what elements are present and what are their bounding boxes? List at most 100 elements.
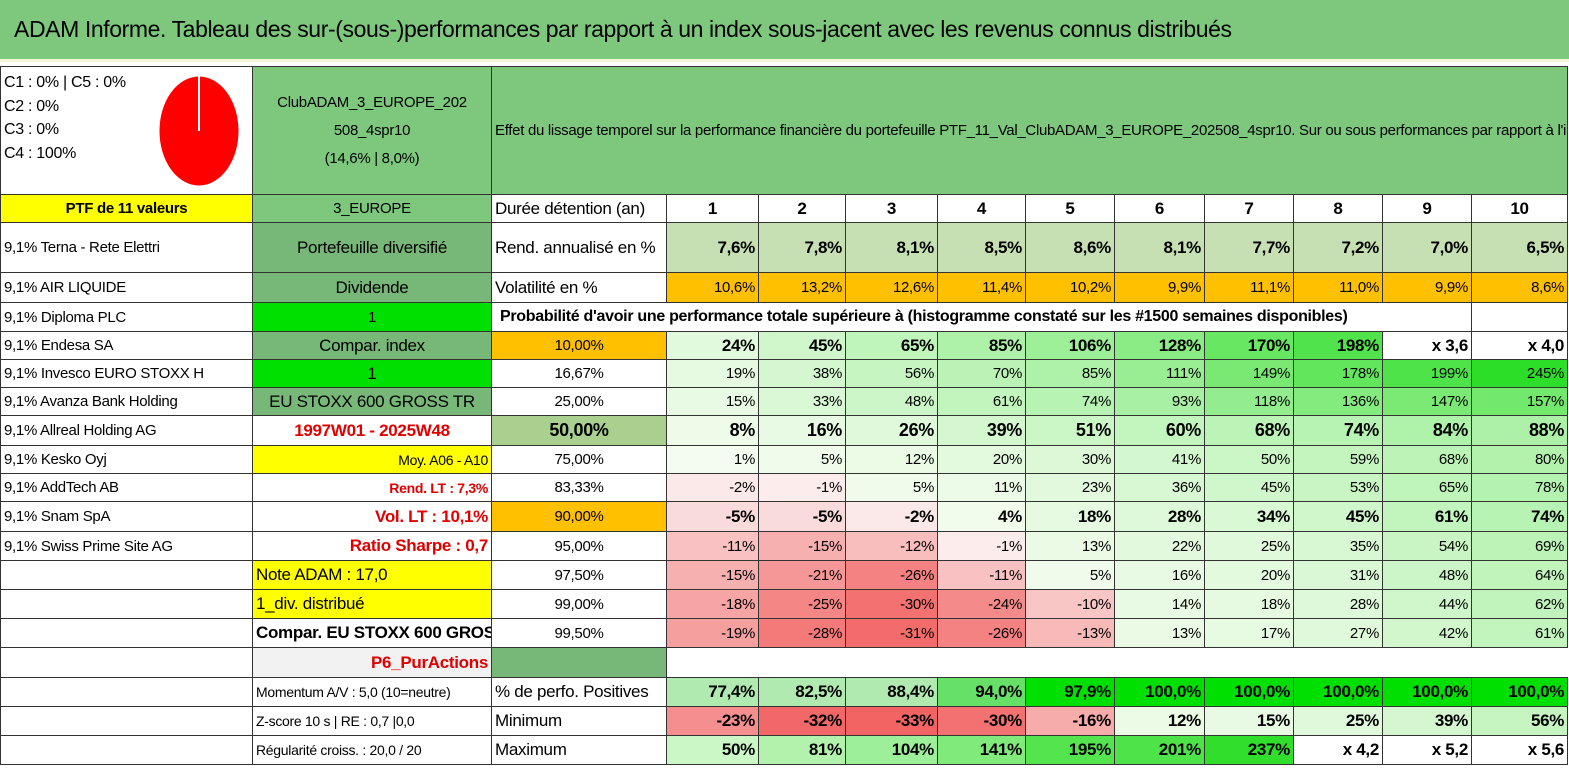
pos-value[interactable]: 100,0% [1470, 677, 1569, 707]
proba-value[interactable]: 68% [1204, 415, 1294, 446]
proba-value[interactable]: 27% [1293, 618, 1383, 648]
proba-value[interactable]: 78% [1470, 473, 1569, 502]
year-header[interactable]: 1 [666, 194, 759, 223]
year-header[interactable]: 9 [1382, 194, 1472, 223]
proba-value[interactable]: 44% [1382, 589, 1472, 619]
proba-value[interactable]: 39% [937, 415, 1026, 446]
proba-threshold[interactable]: 83,33% [491, 473, 667, 502]
proba-value[interactable]: 51% [1025, 415, 1115, 446]
proba-value[interactable]: 1% [666, 445, 759, 474]
year-header[interactable]: 6 [1114, 194, 1205, 223]
year-header[interactable]: 8 [1293, 194, 1383, 223]
info-cell[interactable]: Moy. A06 - A10 [252, 445, 492, 474]
vol-cell[interactable]: 9,9% [1382, 272, 1472, 303]
year-header[interactable]: 10 [1470, 194, 1569, 223]
proba-threshold[interactable]: 99,50% [491, 618, 667, 648]
proba-value[interactable]: 24% [666, 331, 759, 360]
proba-value[interactable]: 170% [1204, 331, 1294, 360]
pos-value[interactable]: 94,0% [937, 677, 1026, 707]
pos-value[interactable]: 100,0% [1382, 677, 1472, 707]
proba-value[interactable]: -13% [1025, 618, 1115, 648]
proba-threshold[interactable]: 99,00% [491, 589, 667, 619]
vol-cell[interactable]: 10,2% [1025, 272, 1115, 303]
duree-label[interactable]: Durée détention (an) [491, 194, 667, 223]
proba-value[interactable]: 38% [758, 359, 846, 388]
proba-value[interactable]: 31% [1293, 560, 1383, 590]
holding-cell[interactable]: 9,1% Kesko Oyj [0, 445, 253, 474]
rend-cell[interactable]: 7,8% [758, 222, 846, 273]
max-value[interactable]: x 5,6 [1470, 735, 1569, 765]
proba-value[interactable]: 53% [1293, 473, 1383, 502]
proba-value[interactable]: 11% [937, 473, 1026, 502]
proba-value[interactable]: 34% [1204, 501, 1294, 532]
proba-value[interactable]: 61% [937, 387, 1026, 416]
proba-value[interactable]: -1% [937, 531, 1026, 561]
year-header[interactable]: 7 [1204, 194, 1294, 223]
proba-label[interactable]: Probabilité d'avoir une performance tota… [491, 302, 1472, 332]
min-label[interactable]: Minimum [491, 706, 667, 736]
vol-cell[interactable]: 13,2% [758, 272, 846, 303]
rend-cell[interactable]: 8,5% [937, 222, 1026, 273]
holding-cell[interactable]: 9,1% AIR LIQUIDE [0, 272, 253, 303]
proba-value[interactable]: 8% [666, 415, 759, 446]
max-value[interactable]: 201% [1114, 735, 1205, 765]
holding-cell[interactable]: 9,1% AddTech AB [0, 473, 253, 502]
proba-value[interactable]: -11% [666, 531, 759, 561]
empty-cell[interactable] [1470, 302, 1569, 332]
pos-value[interactable]: 77,4% [666, 677, 759, 707]
pos-label[interactable]: % de perfo. Positives [491, 677, 667, 707]
proba-value[interactable]: -15% [666, 560, 759, 590]
proba-value[interactable]: -2% [666, 473, 759, 502]
min-value[interactable]: 25% [1293, 706, 1383, 736]
proba-value[interactable]: x 3,6 [1382, 331, 1472, 360]
proba-value[interactable]: 41% [1114, 445, 1205, 474]
holding-cell[interactable]: 9,1% Avanza Bank Holding [0, 387, 253, 416]
year-header[interactable]: 3 [845, 194, 938, 223]
proba-value[interactable]: -15% [758, 531, 846, 561]
proba-value[interactable]: 16% [1114, 560, 1205, 590]
proba-value[interactable]: 18% [1025, 501, 1115, 532]
category-cell[interactable]: C1 : 0% | C5 : 0% C2 : 0% C3 : 0% C4 : 1… [0, 66, 253, 195]
proba-value[interactable]: -26% [937, 618, 1026, 648]
max-value[interactable]: 50% [666, 735, 759, 765]
vol-cell[interactable]: 11,1% [1204, 272, 1294, 303]
info-cell[interactable]: 1997W01 - 2025W48 [252, 415, 492, 446]
vol-cell[interactable]: 10,6% [666, 272, 759, 303]
proba-value[interactable]: 35% [1293, 531, 1383, 561]
proba-value[interactable]: 178% [1293, 359, 1383, 388]
min-value[interactable]: -23% [666, 706, 759, 736]
proba-value[interactable]: -18% [666, 589, 759, 619]
info-cell[interactable]: Régularité croiss. : 20,0 / 20 [252, 735, 492, 765]
proba-value[interactable]: 50% [1204, 445, 1294, 474]
proba-value[interactable]: 61% [1382, 501, 1472, 532]
proba-value[interactable]: -12% [845, 531, 938, 561]
proba-value[interactable]: 45% [758, 331, 846, 360]
max-value[interactable]: x 4,2 [1293, 735, 1383, 765]
proba-value[interactable]: 60% [1114, 415, 1205, 446]
year-header[interactable]: 2 [758, 194, 846, 223]
proba-value[interactable]: 147% [1382, 387, 1472, 416]
min-value[interactable]: 12% [1114, 706, 1205, 736]
empty-cell[interactable] [0, 647, 253, 678]
proba-value[interactable]: -24% [937, 589, 1026, 619]
proba-threshold[interactable]: 10,00% [491, 331, 667, 360]
rend-cell[interactable]: 8,1% [845, 222, 938, 273]
pos-value[interactable]: 100,0% [1204, 677, 1294, 707]
holding-cell[interactable]: 9,1% Allreal Holding AG [0, 415, 253, 446]
proba-value[interactable]: 245% [1470, 359, 1569, 388]
proba-value[interactable]: 18% [1204, 589, 1294, 619]
proba-value[interactable]: 157% [1470, 387, 1569, 416]
proba-value[interactable]: -11% [937, 560, 1026, 590]
proba-threshold[interactable]: 90,00% [491, 501, 667, 532]
proba-value[interactable]: 19% [666, 359, 759, 388]
year-header[interactable]: 5 [1025, 194, 1115, 223]
empty-cell[interactable] [0, 706, 253, 736]
proba-value[interactable]: 61% [1470, 618, 1569, 648]
fund-name-cell[interactable]: ClubADAM_3_EUROPE_202 508_4spr10 (14,6% … [252, 66, 492, 195]
proba-value[interactable]: 12% [845, 445, 938, 474]
proba-value[interactable]: 56% [845, 359, 938, 388]
proba-value[interactable]: 45% [1293, 501, 1383, 532]
proba-value[interactable]: 64% [1470, 560, 1569, 590]
proba-value[interactable]: 118% [1204, 387, 1294, 416]
proba-value[interactable]: 198% [1293, 331, 1383, 360]
